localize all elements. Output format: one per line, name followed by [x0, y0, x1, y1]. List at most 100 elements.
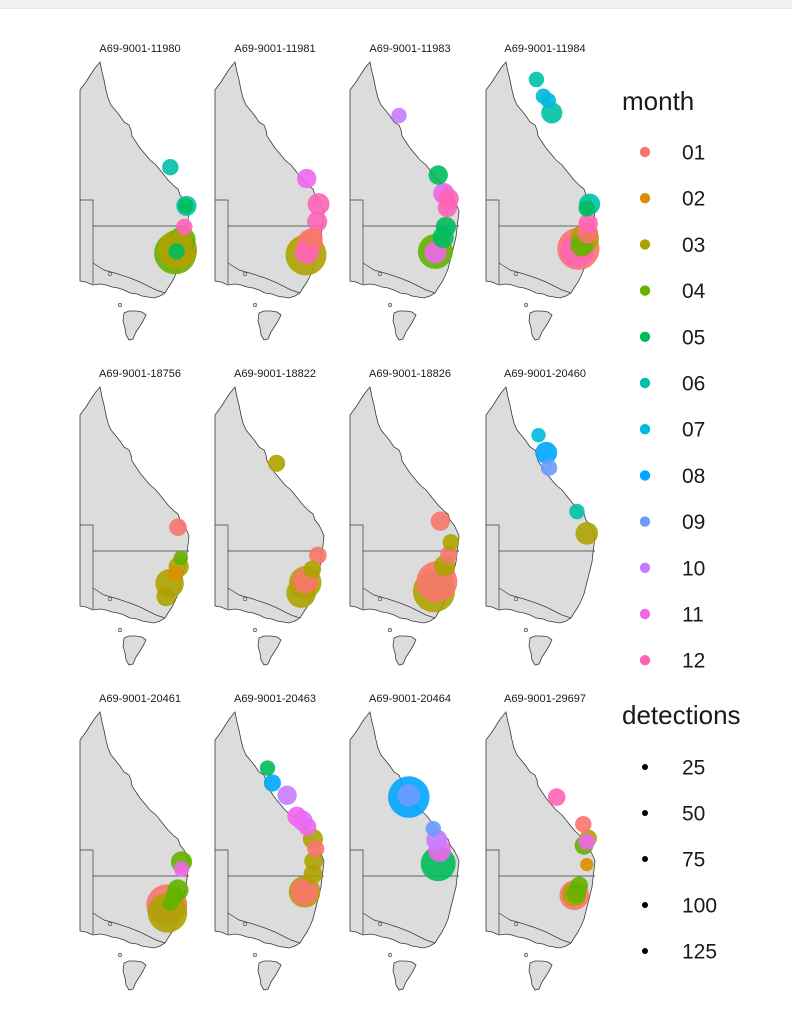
detection-point: [391, 107, 407, 124]
state-border-qld: [350, 849, 459, 877]
island-shape: [107, 596, 113, 602]
detection-point: [531, 428, 546, 443]
island-shape: [117, 302, 123, 308]
detection-point: [442, 534, 459, 551]
legend-month-key-10: [639, 562, 651, 573]
mainland-shape: [214, 386, 325, 624]
island-shape: [252, 627, 258, 633]
detection-point: [277, 785, 297, 805]
panel-title-a69-9001-11984: A69-9001-11984: [504, 43, 585, 55]
state-border-qld: [350, 199, 459, 227]
legend-detections-label-75: 75: [682, 849, 705, 872]
tasmania-shape: [122, 960, 147, 991]
detection-point: [307, 211, 328, 232]
legend-month-label-03: 03: [682, 234, 705, 257]
state-border-qld: [486, 524, 595, 552]
island-shape: [107, 271, 113, 277]
legend-detections-key-25: [642, 764, 648, 770]
island-shape: [377, 596, 383, 602]
state-border-qld: [80, 199, 189, 227]
detection-point: [307, 193, 330, 216]
legend-month-label-04: 04: [682, 280, 706, 303]
island-shape: [252, 952, 258, 958]
legend-month-label-12: 12: [682, 650, 705, 673]
island-shape: [242, 271, 248, 277]
state-border-vic: [92, 587, 166, 619]
detection-point: [173, 550, 188, 566]
state-border-vic: [362, 587, 436, 619]
map-panel-a69-9001-20461: [79, 711, 193, 991]
legend-month-label-09: 09: [682, 511, 705, 534]
detection-point: [263, 774, 281, 792]
island-shape: [387, 302, 393, 308]
detection-point: [580, 858, 594, 872]
state-border-vic: [227, 912, 301, 944]
map-panel-a69-9001-20460: [485, 386, 599, 666]
detection-point: [437, 197, 457, 218]
state-border-vic: [362, 912, 436, 944]
legend-month-key-11: [639, 608, 651, 620]
island-shape: [523, 952, 529, 958]
detection-point: [428, 165, 448, 185]
tasmania-shape: [392, 310, 417, 341]
island-shape: [252, 302, 258, 308]
detection-point: [162, 159, 179, 176]
window-top-strip: [0, 0, 792, 9]
state-border-qld: [80, 524, 189, 552]
detection-point: [162, 895, 178, 911]
legend-month-key-09: [639, 516, 651, 527]
panel-title-a69-9001-29697: A69-9001-29697: [504, 693, 586, 705]
legend-month-key-08: [639, 470, 651, 481]
island-shape: [377, 921, 383, 927]
state-border-qld: [215, 849, 324, 877]
legend-month-key-12: [639, 655, 651, 666]
legend-detections-title: detections: [622, 700, 741, 730]
tasmania-shape: [528, 960, 553, 991]
legend-month-key-06: [639, 377, 651, 389]
state-border-qld: [486, 199, 595, 227]
detection-point: [435, 216, 456, 237]
tasmania-shape: [528, 635, 553, 666]
panel-title-a69-9001-11981: A69-9001-11981: [234, 43, 315, 55]
legend-month-title: month: [622, 86, 694, 116]
panel-title-a69-9001-18822: A69-9001-18822: [234, 368, 316, 380]
detection-point: [167, 566, 183, 582]
legend-detections-key-125: [642, 948, 648, 954]
legend-month-label-06: 06: [682, 373, 705, 396]
legend-detections-label-125: 125: [682, 941, 717, 964]
legend-month-key-02: [639, 193, 651, 204]
island-shape: [377, 271, 383, 277]
state-border-qld: [80, 849, 189, 877]
detection-point: [298, 817, 317, 836]
detection-point: [176, 218, 193, 236]
state-border-vic: [498, 262, 572, 294]
detection-point: [575, 522, 599, 545]
detection-point: [303, 227, 323, 248]
island-shape: [513, 596, 519, 602]
legend-month-key-07: [639, 424, 651, 435]
detection-point: [430, 511, 450, 531]
detection-point: [169, 518, 187, 537]
detection-point: [569, 503, 585, 520]
island-shape: [387, 952, 393, 958]
legend-detections-label-50: 50: [682, 803, 705, 826]
tasmania-shape: [257, 635, 282, 666]
state-border-vic: [498, 587, 572, 619]
island-shape: [523, 627, 529, 633]
detection-point: [575, 816, 592, 833]
state-border-qld: [215, 199, 324, 227]
tasmania-shape: [392, 960, 417, 991]
detection-point: [297, 168, 317, 189]
detection-point: [173, 861, 190, 877]
mainland-shape: [349, 711, 460, 949]
island-shape: [523, 302, 529, 308]
detection-point: [397, 784, 421, 807]
detection-point: [578, 833, 595, 850]
legend-month-label-02: 02: [682, 188, 705, 211]
map-panel-a69-9001-11984: [485, 61, 601, 341]
panel-title-a69-9001-20463: A69-9001-20463: [234, 693, 316, 705]
legend-detections-key-100: [642, 902, 648, 908]
state-border-qld: [215, 524, 324, 552]
detection-point: [290, 878, 319, 906]
